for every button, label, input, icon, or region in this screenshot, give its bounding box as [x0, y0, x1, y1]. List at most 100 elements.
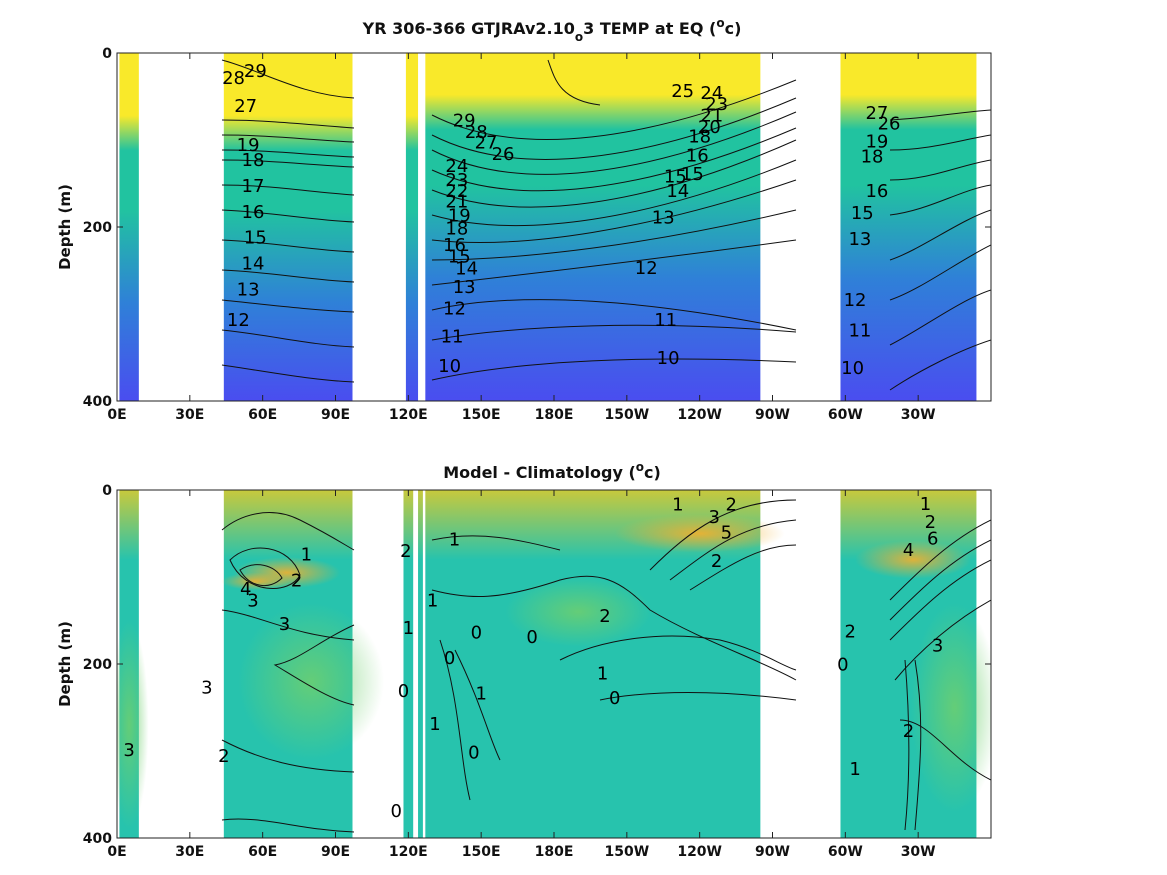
contour-label: 14 — [666, 181, 689, 202]
contour-label: 16 — [865, 181, 888, 202]
difference-field — [117, 490, 991, 838]
contour-label: 2 — [925, 512, 936, 533]
contour-label: 14 — [242, 253, 265, 274]
y-tick-label: 400 — [83, 394, 112, 410]
contour-label: 12 — [227, 310, 250, 331]
x-tick-label: 60E — [248, 844, 277, 860]
contour-label: 3 — [247, 590, 258, 611]
warm-anomaly — [855, 540, 972, 579]
x-tick-label: 0E — [107, 407, 126, 423]
contour-label: 1 — [672, 495, 683, 516]
y-tick-label: 200 — [83, 220, 112, 236]
contour-label: 1 — [475, 683, 486, 704]
contour-label: 0 — [398, 681, 409, 702]
x-tick-label: 150E — [462, 844, 501, 860]
contour-label: 2 — [726, 495, 737, 516]
contour-label: 27 — [865, 103, 888, 124]
contour-label: 1 — [849, 759, 860, 780]
x-tick-label: 120E — [389, 844, 428, 860]
x-tick-label: 60E — [248, 407, 277, 423]
contour-label: 0 — [390, 801, 401, 822]
contour-label: 1 — [429, 714, 440, 735]
contour-label: 0 — [471, 623, 482, 644]
contour-label: 3 — [709, 507, 720, 528]
temperature-field — [119, 53, 977, 401]
temperature-axes: 0E 30E 60E 90E 120E 150E 180E 150W 120W 90W 60W 30W… — [83, 46, 992, 423]
contour-label: 19 — [448, 206, 471, 227]
x-tick-label: 60W — [828, 407, 863, 423]
contour-label: 3 — [123, 740, 134, 761]
contour-label: 0 — [444, 648, 455, 669]
contour-label: 4 — [240, 579, 251, 600]
contour-label: 0 — [837, 655, 848, 676]
y-tick-label: 0 — [102, 483, 112, 499]
contour-label: 12 — [635, 258, 658, 279]
green-anomaly — [117, 620, 149, 830]
x-tick-label: 0E — [107, 844, 126, 860]
contour-label: 21 — [445, 192, 468, 213]
contour-label: 15 — [244, 227, 267, 248]
y-tick-label: 400 — [83, 831, 112, 847]
contour-label: 11 — [441, 326, 464, 347]
x-tick-label: 180E — [535, 407, 574, 423]
contour-label: 19 — [865, 132, 888, 153]
contour-label: 29 — [453, 111, 476, 132]
contour-label: 3 — [279, 614, 290, 635]
contour-label: 10 — [657, 348, 680, 369]
x-tick-label: 120W — [677, 407, 722, 423]
contour-label: 1 — [449, 529, 460, 550]
warm-anomaly — [221, 572, 290, 591]
ocean-segment — [418, 490, 423, 838]
contour-label: 28 — [222, 68, 245, 89]
contour-label: 10 — [841, 358, 864, 379]
contour-label: 15 — [851, 203, 874, 224]
contour-label: 18 — [688, 126, 711, 147]
difference-panel: Model - Climatology (oc) — [56, 460, 992, 860]
ocean-segment — [223, 53, 353, 401]
temperature-panel: YR 306-366 GTJRAv2.10o3 TEMP at EQ (oc) — [56, 16, 992, 423]
contour-label: 25 — [671, 81, 694, 102]
green-anomaly — [238, 603, 385, 760]
x-tick-label: 90E — [321, 844, 350, 860]
contour-label: 13 — [848, 229, 871, 250]
contour-label: 0 — [468, 743, 479, 764]
contour-label: 24 — [445, 156, 468, 177]
contour-label: 2 — [711, 551, 722, 572]
contour-label: 27 — [475, 132, 498, 153]
contour-label: 2 — [599, 606, 610, 627]
contour-label: 26 — [878, 113, 901, 134]
y-tick-label: 0 — [102, 46, 112, 62]
contour-label: 28 — [465, 122, 488, 143]
contour-label: 3 — [201, 677, 212, 698]
ocean-segment — [403, 490, 414, 838]
contour-label: 12 — [844, 290, 867, 311]
contour-label: 16 — [686, 146, 709, 167]
temperature-contour-labels: 2928271918171615141312292827262423222119… — [222, 61, 900, 379]
contour-label: 16 — [242, 202, 265, 223]
contour-label: 0 — [526, 627, 537, 648]
contour-label: 17 — [242, 176, 265, 197]
contour-label: 15 — [448, 246, 471, 267]
x-tick-label: 150W — [604, 844, 649, 860]
x-tick-label: 180E — [535, 844, 574, 860]
x-tick-label: 150W — [604, 407, 649, 423]
temperature-contours — [221, 59, 991, 391]
x-tick-label: 90E — [321, 407, 350, 423]
contour-label: 27 — [234, 96, 257, 117]
ocean-segment — [425, 53, 761, 401]
contour-label: 16 — [443, 235, 466, 256]
contour-label: 1 — [920, 494, 931, 515]
x-tick-label: 30W — [901, 407, 936, 423]
contour-label: 2 — [218, 746, 229, 767]
ocean-segment — [840, 53, 977, 401]
contour-label: 26 — [492, 144, 515, 165]
x-tick-label: 90W — [755, 844, 790, 860]
warm-anomaly — [614, 514, 785, 553]
contour-label: 1 — [427, 590, 438, 611]
contour-label: 5 — [721, 523, 732, 544]
x-tick-label: 30E — [175, 844, 204, 860]
difference-axes: 0E 30E 60E 90E 120E 150E 180E 150W 120W 90W 60W 30W… — [83, 483, 992, 860]
ocean-segment — [119, 53, 139, 401]
